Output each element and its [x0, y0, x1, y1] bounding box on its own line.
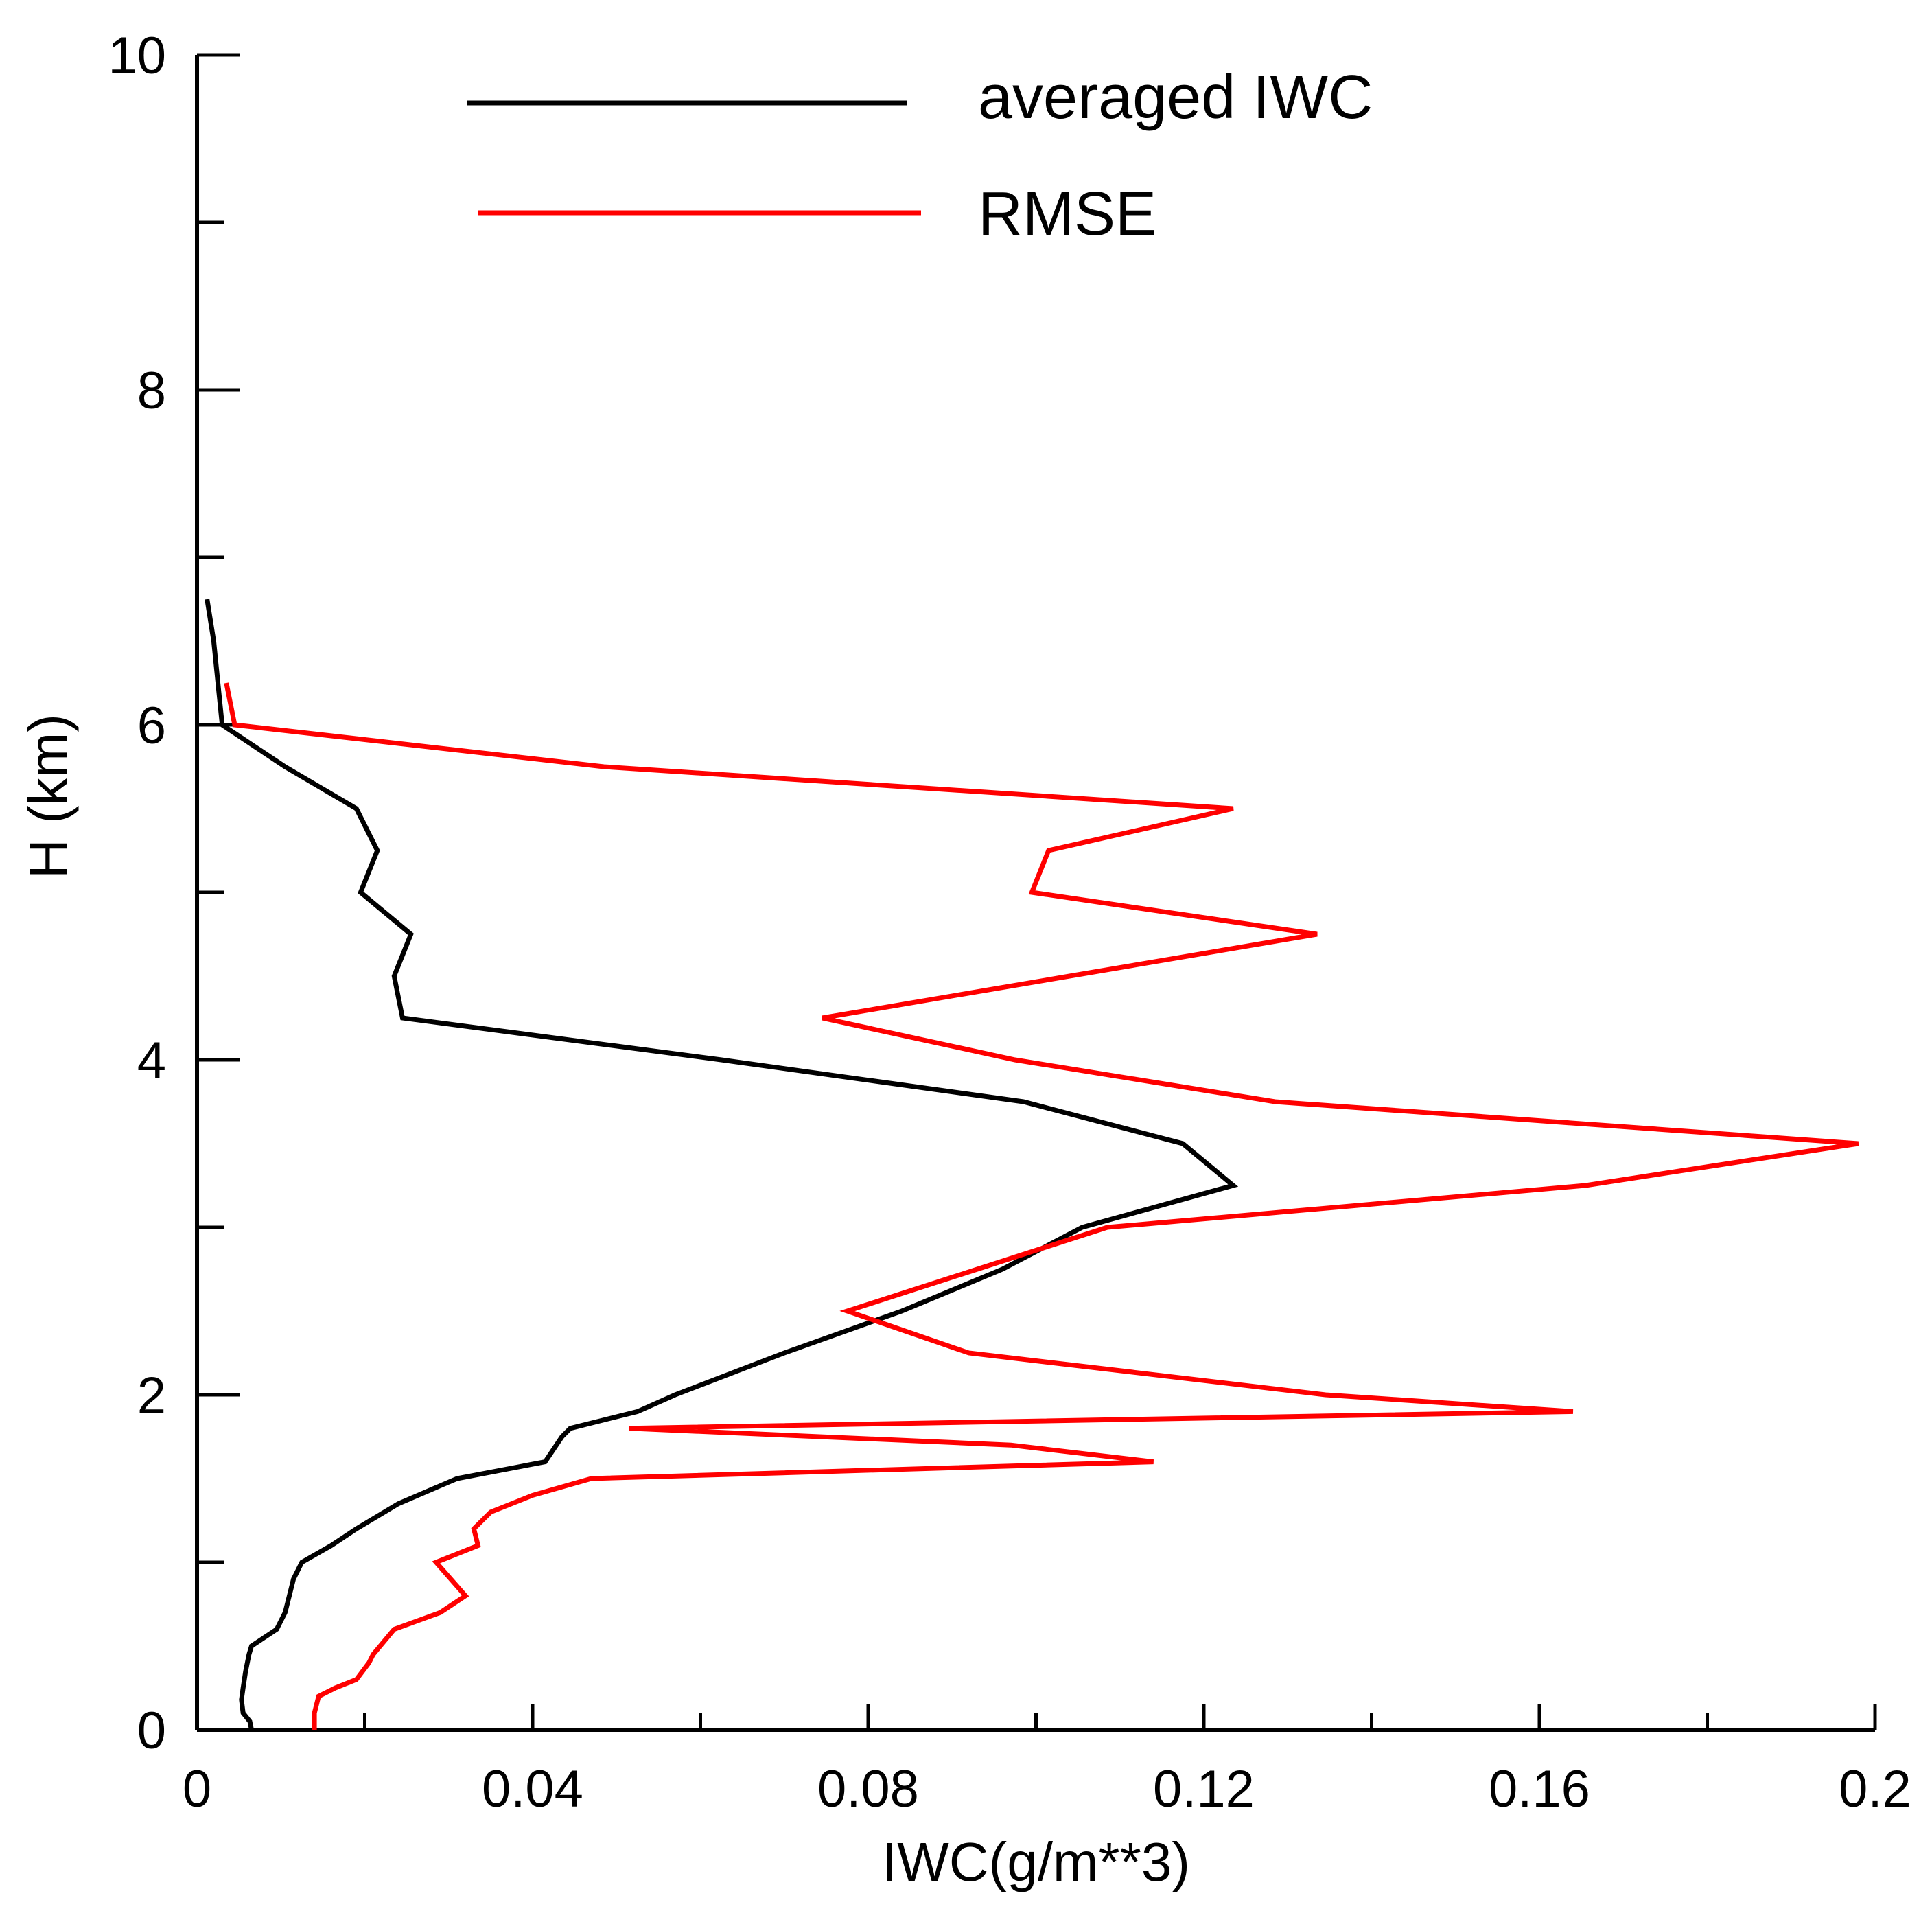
y-tick-label: 6 — [137, 697, 166, 755]
legend-label-rmse: RMSE — [978, 180, 1156, 248]
x-axis: 0 0.04 0.08 0.12 0.16 0.2 — [183, 1704, 1911, 1818]
legend-label-averaged-iwc: averaged IWC — [978, 63, 1373, 132]
legend: averaged IWC RMSE — [467, 63, 1373, 248]
y-tick-label: 10 — [108, 27, 166, 85]
x-tick-label: 0.12 — [1153, 1760, 1255, 1818]
x-axis-title: IWC(g/m**3) — [882, 1831, 1190, 1892]
series-line-rmse — [224, 682, 1859, 1730]
y-tick-label: 2 — [137, 1367, 166, 1425]
series-layer — [205, 599, 1859, 1730]
x-tick-label: 0 — [183, 1760, 211, 1818]
x-tick-label: 0.04 — [482, 1760, 583, 1818]
series-line-averaged-iwc — [205, 599, 1239, 1730]
y-tick-label: 0 — [137, 1702, 166, 1760]
x-tick-label: 0.2 — [1839, 1760, 1911, 1818]
y-tick-label: 4 — [137, 1032, 166, 1090]
y-axis-title: H (km) — [18, 714, 79, 879]
y-axis: 0 2 4 6 8 10 — [108, 27, 240, 1760]
x-tick-label: 0.16 — [1489, 1760, 1590, 1818]
y-tick-label: 8 — [137, 362, 166, 420]
x-tick-label: 0.08 — [817, 1760, 919, 1818]
